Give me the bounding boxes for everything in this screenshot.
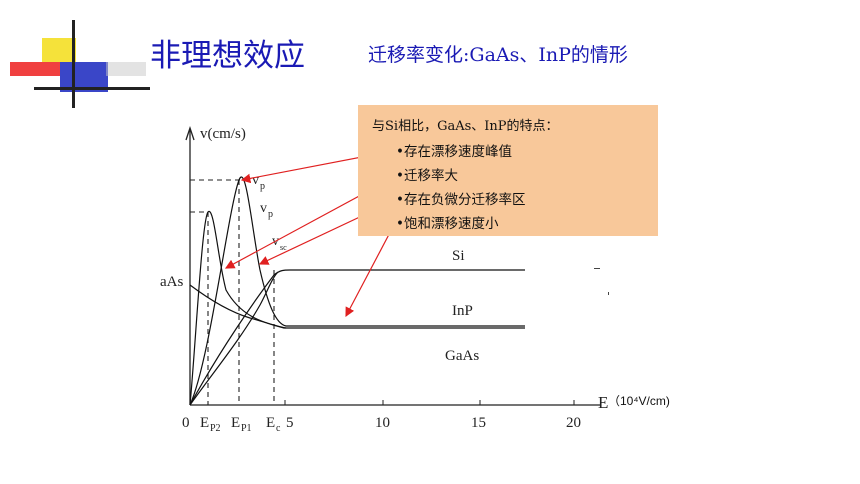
arrow-saturation xyxy=(345,222,396,318)
callout-item-peak: •存在漂移速度峰值 xyxy=(396,144,512,160)
callout-item-saturation: •饱和漂移速度小 xyxy=(396,216,499,232)
tick-ep2-sub: P2 xyxy=(210,423,221,434)
logo-vertical-line xyxy=(72,20,75,108)
y-axis-label: v(cm/s) xyxy=(200,126,246,142)
callout-item-negative: •存在负微分迁移率区 xyxy=(396,192,526,208)
tick-ep1-sub: P1 xyxy=(241,423,252,434)
tick-ec-sub: c xyxy=(276,423,281,434)
callout-heading: 与Si相比，GaAs、InP的特点： xyxy=(372,119,559,134)
label-inp: InP xyxy=(452,303,473,319)
dashed-guides xyxy=(190,179,275,405)
page-title: 非理想效应 xyxy=(150,38,305,74)
logo-shadow xyxy=(106,62,146,76)
label-vsat-sub: sc xyxy=(280,243,287,252)
curve-si xyxy=(189,269,525,406)
stray-mark xyxy=(594,268,600,269)
x-tick-5: 5 xyxy=(286,415,294,431)
callout-item-mobility: •迁移率大 xyxy=(396,168,458,184)
page-subtitle: 迁移率变化:GaAs、InP的情形 xyxy=(368,44,628,66)
tick-ep2: E xyxy=(200,415,209,431)
x-tick-0: 0 xyxy=(182,415,190,431)
label-vp-top-sub: p xyxy=(260,181,265,192)
x-ticks xyxy=(284,400,575,405)
x-tick-10: 10 xyxy=(375,415,390,431)
label-vp-top: v xyxy=(252,173,259,188)
curve-si-inner xyxy=(189,271,279,406)
curve-gaas xyxy=(189,211,525,406)
tick-ep1: E xyxy=(231,415,240,431)
tick-ec: E xyxy=(266,415,275,431)
curve-gaas-left xyxy=(189,284,287,329)
label-vp-mid-sub: p xyxy=(268,209,273,220)
x-axis-label: E xyxy=(598,393,608,412)
slide-logo xyxy=(10,20,150,108)
stray-mark xyxy=(608,292,609,295)
x-unit-label: （10⁴V/cm) xyxy=(608,394,670,408)
label-si: Si xyxy=(452,248,465,264)
x-tick-15: 15 xyxy=(471,415,486,431)
label-gaas: GaAs xyxy=(445,348,479,364)
characteristics-callout: 与Si相比，GaAs、InP的特点： •存在漂移速度峰值 •迁移率大 •存在负微… xyxy=(358,105,658,236)
label-gaas-left: aAs xyxy=(160,274,183,290)
x-tick-20: 20 xyxy=(566,415,581,431)
label-vp-mid: v xyxy=(260,201,267,216)
logo-red-bar xyxy=(10,62,60,76)
y-axis-arrow xyxy=(185,125,195,141)
logo-horizontal-line xyxy=(34,87,150,90)
